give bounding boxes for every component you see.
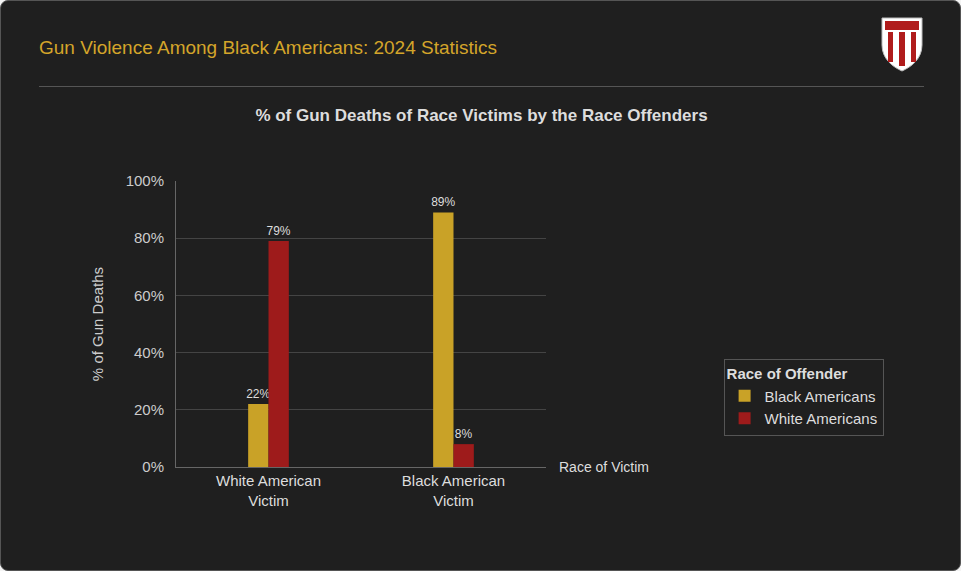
- svg-text:22%: 22%: [246, 387, 270, 401]
- svg-text:0%: 0%: [142, 458, 164, 475]
- svg-text:Race of Offender: Race of Offender: [727, 365, 848, 382]
- svg-text:60%: 60%: [134, 287, 164, 304]
- svg-text:80%: 80%: [134, 229, 164, 246]
- svg-text:20%: 20%: [134, 401, 164, 418]
- svg-text:White Americans: White Americans: [765, 410, 878, 427]
- svg-text:40%: 40%: [134, 344, 164, 361]
- html-text:% of Gun Deaths of Race Victim: % of Gun Deaths of Race Victims by the R…: [255, 106, 708, 125]
- svg-text:100%: 100%: [126, 172, 164, 189]
- svg-text:Black AmericanVictim: Black AmericanVictim: [402, 472, 505, 509]
- svg-text:8%: 8%: [455, 427, 473, 441]
- html-text:Gun Violence Among Black Ameri: Gun Violence Among Black Americans: 2024…: [39, 37, 497, 58]
- svg-text:Black Americans: Black Americans: [765, 387, 876, 404]
- svg-text:% of Gun Deaths: % of Gun Deaths: [89, 267, 106, 381]
- svg-text:Race of Victim: Race of Victim: [559, 459, 649, 475]
- svg-text:79%: 79%: [267, 224, 291, 238]
- svg-text:White AmericanVictim: White AmericanVictim: [216, 472, 321, 509]
- svg-text:89%: 89%: [431, 195, 455, 209]
